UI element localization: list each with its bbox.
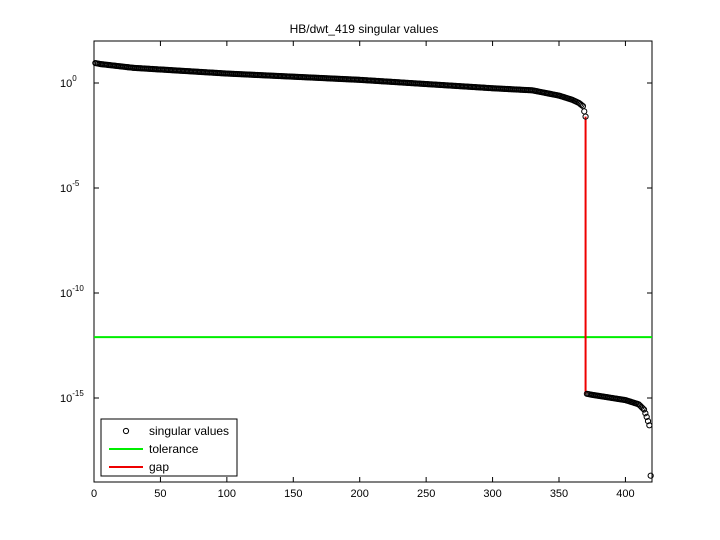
y-axis: 100 10-5 10-10 10-15 [60, 74, 652, 405]
x-tick-label: 100 [218, 488, 236, 500]
x-tick-label: 50 [154, 488, 166, 500]
singular-values-series [92, 59, 654, 479]
plot-frame [93, 40, 653, 483]
singular-value-point [643, 413, 650, 420]
x-axis: 0 50 100 150 200 250 300 350 400 [91, 41, 635, 500]
singular-value-point [642, 410, 649, 417]
y-tick-label: 10-5 [60, 179, 80, 195]
singular-value-point [644, 418, 652, 425]
x-tick-label: 200 [351, 488, 369, 500]
legend-label: tolerance [149, 442, 199, 456]
x-tick-label: 250 [417, 488, 435, 500]
singular-value-point [646, 422, 653, 429]
singular-value-point [647, 472, 654, 479]
series-layer [92, 59, 654, 479]
plot-area: 0 50 100 150 200 250 300 350 400 100 10-5 10-10 10-… [60, 40, 654, 500]
y-tick-label: 100 [60, 74, 77, 90]
y-tick-label: 10-15 [60, 389, 84, 405]
singular-value-point [639, 405, 646, 412]
x-tick-label: 300 [483, 488, 501, 500]
x-tick-label: 400 [616, 488, 634, 500]
x-tick-label: 0 [91, 488, 97, 500]
singular-value-point [640, 406, 648, 413]
legend: singular values tolerance gap [100, 418, 238, 477]
y-tick-label: 10-10 [60, 284, 84, 300]
chart-title: HB/dwt_419 singular values [290, 22, 439, 36]
legend-label: singular values [149, 424, 229, 438]
singular-value-point [578, 101, 585, 109]
singular-value-point [582, 113, 589, 120]
x-tick-label: 350 [550, 488, 568, 500]
legend-marker [122, 427, 130, 435]
x-tick-label: 150 [284, 488, 302, 500]
legend-label: gap [149, 460, 169, 474]
